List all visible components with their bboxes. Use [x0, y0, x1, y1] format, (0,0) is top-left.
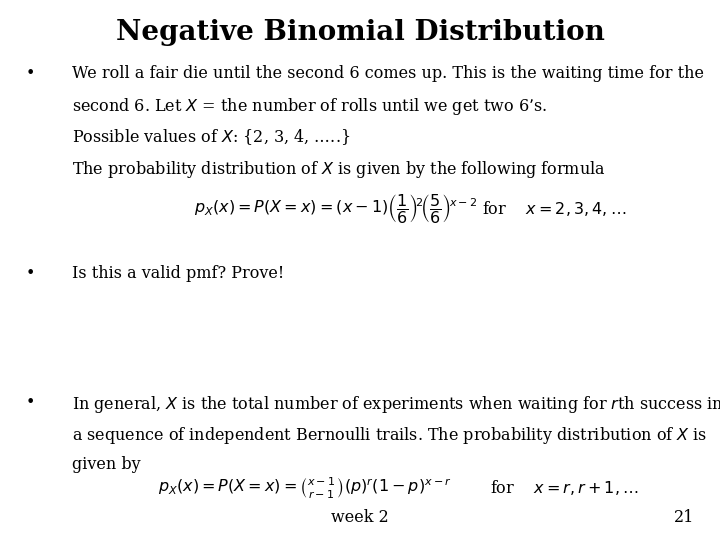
- Text: $p_X(x) = P(X=x) = (x-1)\left(\dfrac{1}{6}\right)^{\!2}\!\left(\dfrac{5}{6}\righ: $p_X(x) = P(X=x) = (x-1)\left(\dfrac{1}{…: [194, 192, 478, 225]
- Text: We roll a fair die until the second 6 comes up. This is the waiting time for the: We roll a fair die until the second 6 co…: [72, 65, 704, 82]
- Text: •: •: [25, 65, 35, 82]
- Text: $p_X(x) = P(X=x) = \binom{x-1}{r-1}(p)^r(1-p)^{x-r}$: $p_X(x) = P(X=x) = \binom{x-1}{r-1}(p)^r…: [158, 475, 452, 500]
- Text: given by: given by: [72, 456, 140, 473]
- Text: Is this a valid pmf? Prove!: Is this a valid pmf? Prove!: [72, 265, 284, 282]
- Text: The probability distribution of $\mathit{X}$ is given by the following formula: The probability distribution of $\mathit…: [72, 159, 606, 180]
- Text: a sequence of independent Bernoulli trails. The probability distribution of $\ma: a sequence of independent Bernoulli trai…: [72, 425, 707, 446]
- Text: •: •: [25, 265, 35, 282]
- Text: 21: 21: [675, 510, 695, 526]
- Text: week 2: week 2: [331, 510, 389, 526]
- Text: •: •: [25, 394, 35, 410]
- Text: second 6. Let $\mathit{X}$ = the number of rolls until we get two 6’s.: second 6. Let $\mathit{X}$ = the number …: [72, 96, 547, 117]
- Text: In general, $\mathit{X}$ is the total number of experiments when waiting for $r$: In general, $\mathit{X}$ is the total nu…: [72, 394, 720, 415]
- Text: Possible values of $\mathit{X}$: {2, 3, 4, …..}: Possible values of $\mathit{X}$: {2, 3, …: [72, 127, 351, 147]
- Text: for$\quad$ $x = 2, 3, 4, \ldots$: for$\quad$ $x = 2, 3, 4, \ldots$: [482, 199, 627, 218]
- Text: Negative Binomial Distribution: Negative Binomial Distribution: [116, 19, 604, 46]
- Text: for$\quad$ $x = r, r+1, \ldots$: for$\quad$ $x = r, r+1, \ldots$: [490, 478, 638, 497]
